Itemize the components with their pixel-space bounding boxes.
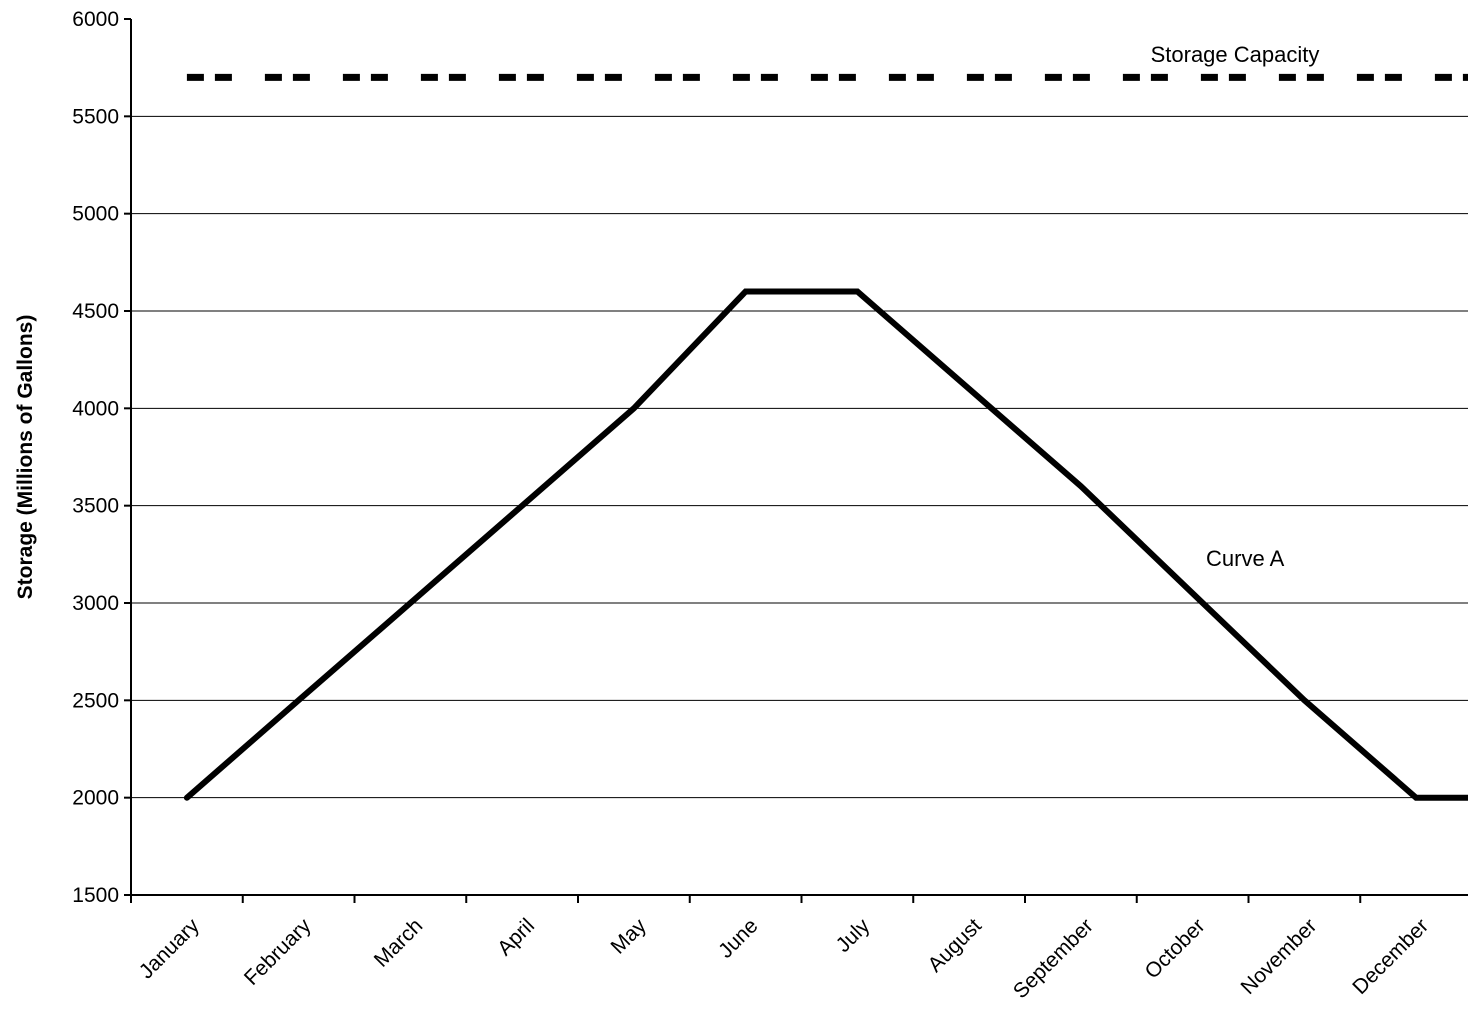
axes (130, 19, 1468, 896)
y-axis-title: Storage (Millions of Gallons) (14, 315, 37, 600)
y-tick-label: 4000 (72, 397, 119, 420)
y-tick-label: 2500 (72, 689, 119, 712)
chart-annotation: Curve A (1206, 546, 1285, 571)
x-tick-label: July (832, 914, 875, 957)
y-axis-ticks: 1500 2000 2500 3000 3500 4000 4500 5000 5500 6000 (72, 8, 131, 907)
y-tick-label: 3500 (72, 495, 119, 518)
y-tick-label: 4500 (72, 300, 119, 323)
x-tick-label: October (1140, 914, 1209, 983)
x-tick-label: May (606, 914, 651, 959)
x-tick-label: April (493, 914, 539, 960)
y-tick-label: 5500 (72, 105, 119, 128)
x-tick-label: August (924, 914, 987, 977)
x-tick-label: February (240, 914, 316, 990)
y-tick-label: 6000 (72, 8, 119, 31)
x-tick-label: January (135, 914, 204, 983)
series-layer (183, 73, 1468, 801)
x-tick-label: November (1237, 914, 1322, 999)
x-tick-label: December (1348, 914, 1433, 999)
x-axis-ticks: January February March April May June July Augu… (130, 895, 1433, 1003)
curve-a-line (183, 288, 1468, 801)
y-tick-label: 5000 (72, 203, 119, 226)
y-tick-label: 1500 (72, 884, 119, 907)
chart-annotation: Storage Capacity (1151, 42, 1320, 67)
x-tick-label: June (714, 914, 762, 962)
y-tick-label: 3000 (72, 592, 119, 615)
x-tick-label: September (1009, 914, 1098, 1003)
annotations: Storage Capacity Curve A (1151, 42, 1320, 571)
gridlines (131, 115, 1468, 799)
x-tick-label: March (370, 914, 428, 972)
y-tick-label: 2000 (72, 787, 119, 810)
